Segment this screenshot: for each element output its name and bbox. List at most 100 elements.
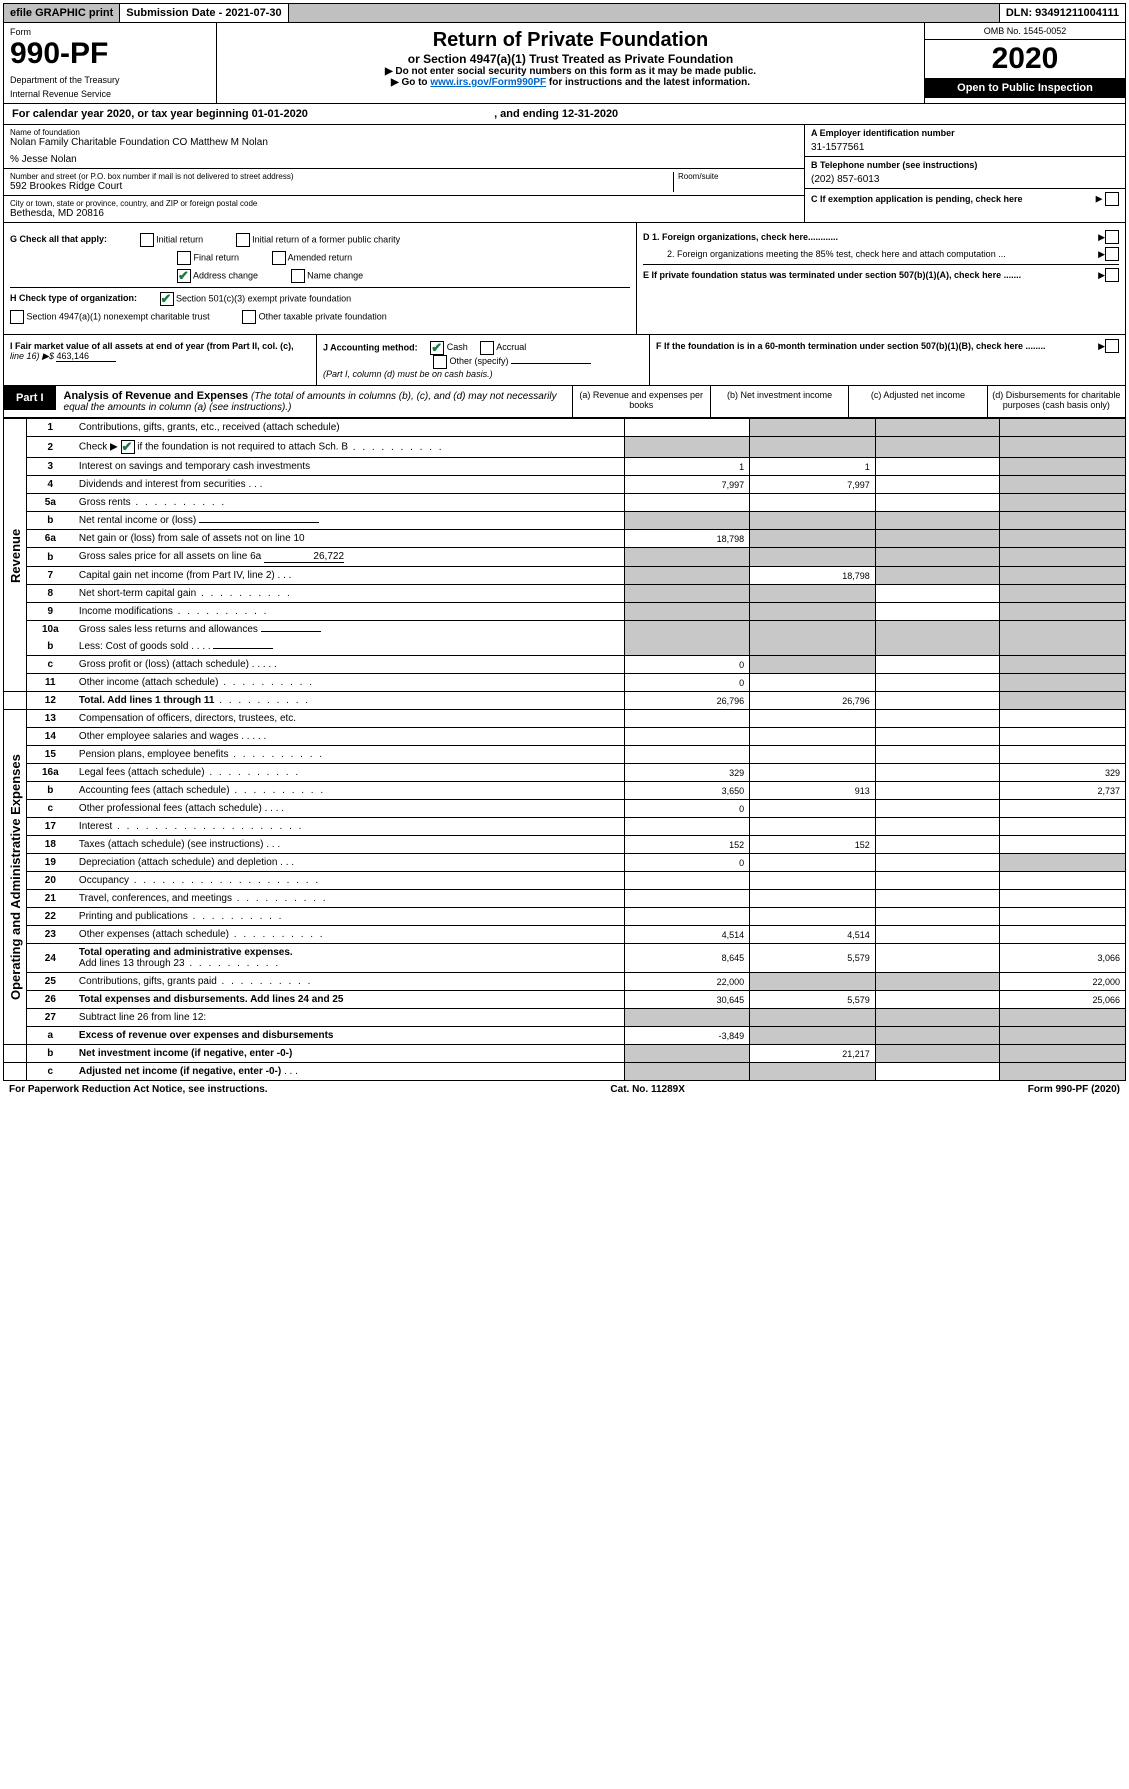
part1-tab: Part I	[4, 386, 56, 410]
final-return-cb[interactable]	[177, 251, 191, 265]
table-row: 4 Dividends and interest from securities…	[4, 476, 1126, 494]
exemption-row: C If exemption application is pending, c…	[805, 189, 1125, 209]
instruction-1: ▶ Do not enter social security numbers o…	[223, 66, 918, 77]
501c3-cb[interactable]	[160, 292, 174, 306]
schb-cb[interactable]	[121, 440, 135, 454]
phone-row: B Telephone number (see instructions) (2…	[805, 157, 1125, 189]
amended-cb[interactable]	[272, 251, 286, 265]
entity-left: Name of foundation Nolan Family Charitab…	[4, 125, 804, 222]
table-row: 3 Interest on savings and temporary cash…	[4, 458, 1126, 476]
col-a-head: (a) Revenue and expenses per books	[572, 386, 710, 417]
year-end: 12-31-2020	[562, 108, 618, 120]
table-row: 22 Printing and publications	[4, 908, 1126, 926]
table-row: Revenue 1 Contributions, gifts, grants, …	[4, 419, 1126, 437]
part1-header: Part I Analysis of Revenue and Expenses …	[3, 386, 1126, 418]
table-row: 26 Total expenses and disbursements. Add…	[4, 991, 1126, 1009]
table-row: 5a Gross rents	[4, 494, 1126, 512]
table-row: 9 Income modifications	[4, 603, 1126, 621]
initial-return-cb[interactable]	[140, 233, 154, 247]
table-row: 12 Total. Add lines 1 through 11 26,7962…	[4, 692, 1126, 710]
irs-link[interactable]: www.irs.gov/Form990PF	[430, 77, 546, 88]
4947-cb[interactable]	[10, 310, 24, 324]
table-row: c Adjusted net income (if negative, ente…	[4, 1063, 1126, 1081]
initial-former-cb[interactable]	[236, 233, 250, 247]
60month-cb[interactable]	[1105, 339, 1119, 353]
g-row: G Check all that apply: Initial return I…	[10, 233, 630, 247]
phone: (202) 857-6013	[811, 174, 1119, 185]
addr-row: Number and street (or P.O. box number if…	[4, 169, 804, 196]
street-address: 592 Brookes Ridge Court	[10, 181, 673, 192]
footer-mid: Cat. No. 11289X	[610, 1084, 684, 1095]
table-row: 15 Pension plans, employee benefits	[4, 746, 1126, 764]
table-row: 25 Contributions, gifts, grants paid 22,…	[4, 973, 1126, 991]
col-b-head: (b) Net investment income	[710, 386, 848, 417]
address-change-cb[interactable]	[177, 269, 191, 283]
pct-name: % Jesse Nolan	[10, 154, 798, 165]
col-d-head: (d) Disbursements for charitable purpose…	[987, 386, 1125, 417]
accrual-cb[interactable]	[480, 341, 494, 355]
table-row: b Gross sales price for all assets on li…	[4, 548, 1126, 567]
ein-row: A Employer identification number 31-1577…	[805, 125, 1125, 157]
city-row: City or town, state or province, country…	[4, 196, 804, 222]
efile-label: efile GRAPHIC print	[4, 4, 120, 22]
table-row: 27 Subtract line 26 from line 12:	[4, 1009, 1126, 1027]
topbar-spacer	[289, 4, 1000, 22]
exemption-checkbox[interactable]	[1105, 192, 1119, 206]
part1-table: Revenue 1 Contributions, gifts, grants, …	[3, 418, 1126, 1080]
85pct-cb[interactable]	[1105, 247, 1119, 261]
table-row: 8 Net short-term capital gain	[4, 585, 1126, 603]
d-e-right: D 1. Foreign organizations, check here..…	[636, 223, 1125, 334]
table-row: 11 Other income (attach schedule) 0	[4, 674, 1126, 692]
open-public: Open to Public Inspection	[925, 78, 1125, 98]
calendar-year-row: For calendar year 2020, or tax year begi…	[3, 104, 1126, 125]
form-label: Form	[10, 27, 210, 37]
dept-treasury: Department of the Treasury	[10, 75, 210, 85]
entity-info: Name of foundation Nolan Family Charitab…	[3, 125, 1126, 223]
table-row: Operating and Administrative Expenses 13…	[4, 710, 1126, 728]
name-row: Name of foundation Nolan Family Charitab…	[4, 125, 804, 169]
header-left: Form 990-PF Department of the Treasury I…	[4, 23, 217, 103]
form-title: Return of Private Foundation	[223, 29, 918, 52]
fmv-value: 463,146	[56, 351, 116, 362]
table-row: b Accounting fees (attach schedule) 3,65…	[4, 782, 1126, 800]
foreign-cb[interactable]	[1105, 230, 1119, 244]
omb-number: OMB No. 1545-0052	[925, 23, 1125, 40]
name-change-cb[interactable]	[291, 269, 305, 283]
foundation-name: Nolan Family Charitable Foundation CO Ma…	[10, 137, 798, 148]
table-row: 18 Taxes (attach schedule) (see instruct…	[4, 836, 1126, 854]
form-number: 990-PF	[10, 37, 210, 71]
other-taxable-cb[interactable]	[242, 310, 256, 324]
form-header: Form 990-PF Department of the Treasury I…	[3, 23, 1126, 104]
instruction-2: ▶ Go to www.irs.gov/Form990PF for instru…	[223, 77, 918, 88]
table-row: c Other professional fees (attach schedu…	[4, 800, 1126, 818]
section-i: I Fair market value of all assets at end…	[4, 335, 317, 385]
table-row: 19 Depreciation (attach schedule) and de…	[4, 854, 1126, 872]
entity-right: A Employer identification number 31-1577…	[804, 125, 1125, 222]
table-row: b Net investment income (if negative, en…	[4, 1045, 1126, 1063]
expense-vlabel: Operating and Administrative Expenses	[4, 710, 27, 1045]
other-method-cb[interactable]	[433, 355, 447, 369]
table-row: 10a Gross sales less returns and allowan…	[4, 621, 1126, 639]
i-j-f-section: I Fair market value of all assets at end…	[3, 335, 1126, 386]
tax-year: 2020	[925, 40, 1125, 78]
table-row: 16a Legal fees (attach schedule) 329329	[4, 764, 1126, 782]
form-subtitle: or Section 4947(a)(1) Trust Treated as P…	[223, 52, 918, 66]
table-row: c Gross profit or (loss) (attach schedul…	[4, 656, 1126, 674]
year-begin: 01-01-2020	[252, 108, 308, 120]
footer-right: Form 990-PF (2020)	[1028, 1084, 1120, 1095]
page-footer: For Paperwork Reduction Act Notice, see …	[3, 1080, 1126, 1098]
revenue-vlabel: Revenue	[4, 419, 27, 692]
form-container: efile GRAPHIC print Submission Date - 20…	[0, 0, 1129, 1101]
footer-left: For Paperwork Reduction Act Notice, see …	[9, 1084, 268, 1095]
cash-cb[interactable]	[430, 341, 444, 355]
h-row: H Check type of organization: Section 50…	[10, 287, 630, 306]
header-center: Return of Private Foundation or Section …	[217, 23, 924, 103]
table-row: 20 Occupancy	[4, 872, 1126, 890]
dept-irs: Internal Revenue Service	[10, 89, 210, 99]
submission-date: Submission Date - 2021-07-30	[120, 4, 288, 22]
terminated-cb[interactable]	[1105, 268, 1119, 282]
table-row: 24 Total operating and administrative ex…	[4, 944, 1126, 973]
dln: DLN: 93491211004111	[1000, 4, 1125, 22]
table-row: 21 Travel, conferences, and meetings	[4, 890, 1126, 908]
table-row: 7 Capital gain net income (from Part IV,…	[4, 567, 1126, 585]
